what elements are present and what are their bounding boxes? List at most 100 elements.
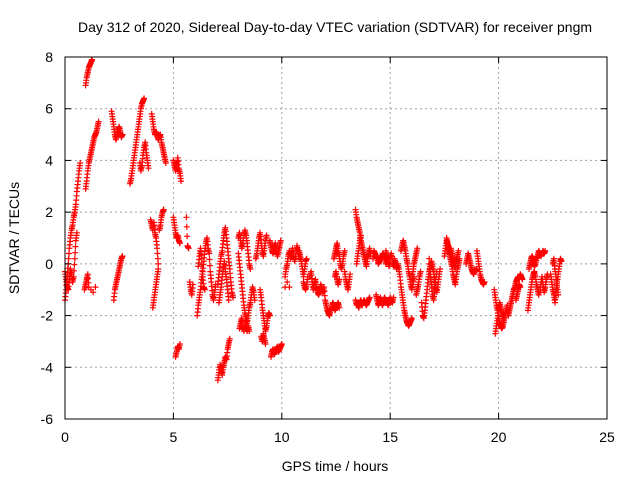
data-point [198, 261, 205, 268]
data-point [417, 268, 424, 275]
data-point [286, 284, 293, 291]
data-point [92, 284, 99, 291]
grid [65, 57, 607, 419]
data-point [225, 297, 232, 304]
data-point [66, 250, 72, 257]
data-point [206, 256, 213, 263]
data-point [73, 229, 80, 236]
data-point [226, 335, 233, 342]
data-point [71, 255, 78, 262]
data-point [155, 266, 162, 272]
y-tick-label: 0 [45, 256, 53, 272]
data-point [433, 268, 440, 275]
data-point [277, 237, 284, 244]
data-point [263, 232, 270, 239]
data-point [426, 255, 433, 262]
data-point [72, 243, 79, 250]
y-tick-label: -2 [41, 308, 54, 324]
y-axis-label: SDTVAR / TECUs [6, 182, 22, 294]
data-point [357, 232, 364, 239]
data-point [555, 291, 562, 298]
data-point [189, 281, 196, 288]
x-tick-label: 10 [274, 429, 290, 445]
data-point [162, 160, 169, 166]
data-point [119, 253, 126, 260]
data-point [145, 165, 152, 172]
data-point [517, 284, 524, 291]
data-point [184, 233, 191, 240]
data-point [519, 276, 526, 283]
data-point [65, 255, 72, 262]
x-axis-label: GPS time / hours [282, 458, 389, 474]
y-tick-label: 8 [45, 49, 53, 65]
data-point [176, 341, 183, 347]
data-point [154, 255, 161, 262]
y-tick-label: -6 [41, 411, 54, 427]
data-point [414, 245, 421, 252]
x-tick-label: 15 [382, 429, 398, 445]
data-point [246, 328, 253, 335]
x-tick-label: 5 [170, 429, 178, 445]
data-point [408, 315, 415, 322]
data-point [160, 206, 167, 213]
data-point [183, 223, 190, 230]
data-point [71, 267, 77, 274]
data-point [499, 315, 506, 322]
data-point [437, 266, 444, 272]
data-point [95, 118, 102, 125]
data-point [90, 289, 97, 296]
data-point [141, 95, 148, 102]
data-point [341, 247, 348, 254]
x-tick-label: 20 [491, 429, 507, 445]
data-point [89, 56, 96, 63]
data-point [455, 247, 462, 254]
data-point [70, 273, 77, 280]
y-tick-label: -4 [41, 359, 54, 375]
data-point [303, 255, 310, 262]
data-point [185, 245, 192, 252]
data-point [347, 271, 354, 278]
data-point [72, 249, 79, 256]
data-point [366, 294, 373, 301]
plot-frame [64, 56, 608, 420]
data-point [247, 266, 254, 272]
data-point [426, 260, 433, 267]
data-point [176, 240, 183, 247]
y-tick-label: 2 [45, 204, 53, 220]
data-point [71, 261, 78, 268]
data-point [119, 131, 126, 138]
data-point [230, 294, 236, 301]
data-point [336, 304, 343, 311]
data-point [278, 341, 285, 347]
x-tick-label: 0 [61, 429, 69, 445]
data-point [542, 247, 549, 254]
data-points [62, 56, 565, 384]
data-point [336, 276, 343, 283]
chart-title: Day 312 of 2020, Sidereal Day-to-day VTE… [78, 19, 592, 35]
data-point [154, 250, 161, 257]
data-point [558, 258, 565, 265]
data-point [426, 266, 433, 272]
data-point [284, 279, 291, 285]
data-point [77, 160, 84, 166]
data-point [390, 294, 397, 301]
data-point [266, 312, 273, 319]
data-point [201, 286, 208, 293]
axis-ticks: 0 5 10 15 20 25 -6 -4 -2 0 2 4 6 8 [41, 49, 615, 445]
x-tick-label: 25 [599, 429, 615, 445]
data-point [155, 260, 162, 267]
data-point [154, 245, 161, 252]
data-point [251, 297, 258, 304]
data-point [198, 255, 205, 262]
data-point [199, 267, 206, 274]
data-point [206, 250, 213, 257]
y-tick-label: 6 [45, 101, 53, 117]
data-point [481, 279, 488, 285]
data-point [206, 262, 213, 269]
data-point [178, 178, 184, 185]
data-point [262, 341, 269, 347]
y-tick-label: 4 [45, 152, 53, 168]
data-point [183, 214, 190, 221]
